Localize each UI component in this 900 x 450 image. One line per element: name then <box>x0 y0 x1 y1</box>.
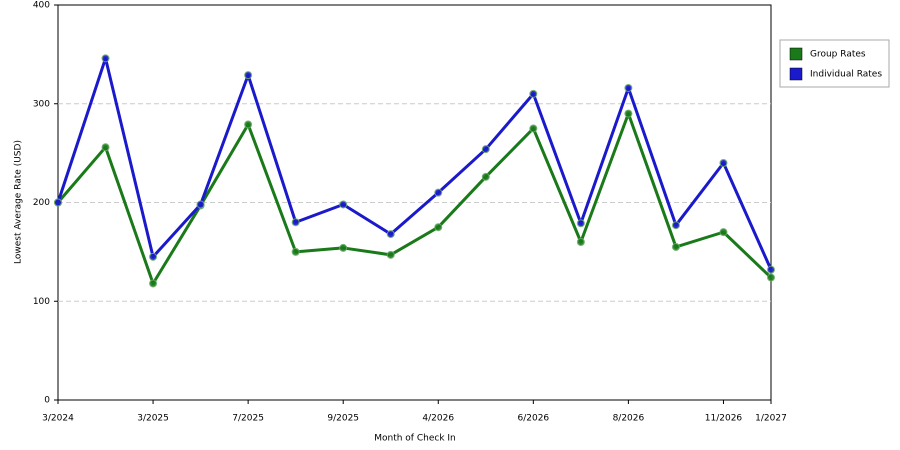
data-point <box>339 200 348 209</box>
data-point <box>101 54 110 63</box>
y-tick-label: 400 <box>33 1 50 11</box>
y-axis-title: Lowest Average Rate (USD) <box>14 140 24 264</box>
legend-swatch <box>789 47 803 61</box>
y-tick-label: 100 <box>33 297 50 307</box>
data-point <box>624 109 633 118</box>
data-point <box>624 83 633 92</box>
x-tick-label: 9/2025 <box>327 414 359 424</box>
legend-swatch <box>789 67 803 81</box>
series-line <box>56 112 773 285</box>
data-point <box>434 223 443 232</box>
data-point <box>244 120 253 129</box>
data-point <box>671 242 680 251</box>
y-tick-label: 200 <box>33 198 50 208</box>
data-point <box>576 219 585 228</box>
x-tick-label: 3/2024 <box>42 414 74 424</box>
x-tick-label: 1/2027 <box>755 414 787 424</box>
data-point <box>339 243 348 252</box>
legend-label: Group Rates <box>810 50 866 60</box>
data-point <box>149 279 158 288</box>
data-point <box>767 265 775 274</box>
y-tick-label: 0 <box>44 396 50 406</box>
x-tick-label: 7/2025 <box>232 414 264 424</box>
x-tick-label: 6/2026 <box>517 414 549 424</box>
data-point <box>719 228 728 237</box>
data-point <box>101 143 110 152</box>
data-point <box>576 238 585 246</box>
series-line <box>56 56 773 271</box>
data-point <box>244 71 253 80</box>
x-tick-label: 8/2026 <box>613 414 645 424</box>
data-point <box>291 247 300 256</box>
data-point <box>481 172 490 181</box>
data-point <box>54 198 62 207</box>
legend-label: Individual Rates <box>810 70 882 80</box>
data-point <box>196 200 205 209</box>
x-tick-label: 4/2026 <box>422 414 454 424</box>
data-point <box>386 250 395 259</box>
data-point <box>767 273 775 282</box>
x-tick-label: 3/2025 <box>137 414 169 424</box>
data-point <box>529 124 538 133</box>
data-point <box>149 252 158 261</box>
data-point <box>481 145 490 154</box>
x-tick-label: 11/2026 <box>705 414 743 424</box>
data-point <box>386 230 395 239</box>
data-point <box>719 159 728 167</box>
data-point <box>671 221 680 230</box>
y-tick-label: 300 <box>33 99 50 109</box>
data-point <box>434 188 443 197</box>
data-point <box>291 218 300 227</box>
data-point <box>529 89 538 98</box>
x-axis-title: Month of Check In <box>374 434 456 444</box>
